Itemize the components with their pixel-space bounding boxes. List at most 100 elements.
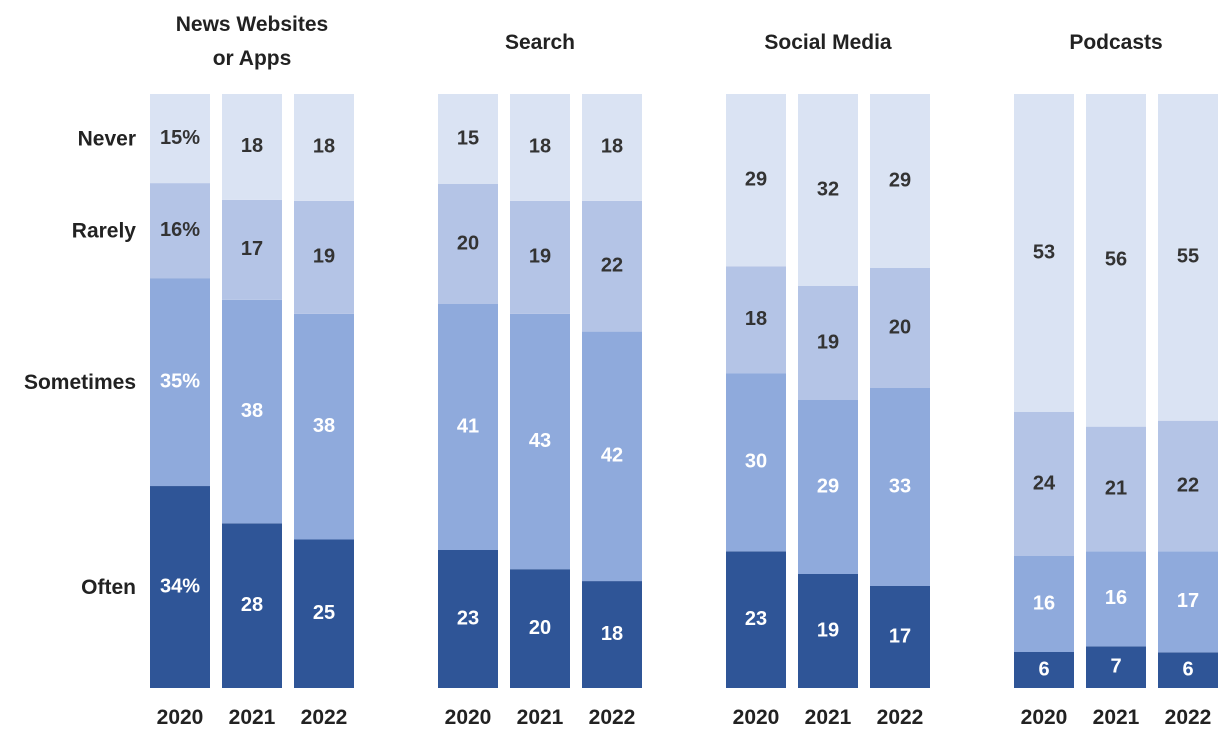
bar-segment-sometimes — [510, 313, 570, 570]
year-tick-label: 2021 — [1093, 706, 1140, 729]
bar-segment-often — [870, 586, 930, 688]
data-label: 15% — [160, 127, 200, 149]
bar-segment-sometimes — [294, 313, 354, 540]
bar-segment-sometimes — [582, 331, 642, 582]
year-tick-label: 2020 — [1021, 706, 1068, 729]
bar-segment-sometimes — [726, 373, 786, 552]
bar-segment-sometimes — [438, 304, 498, 550]
data-label: 25 — [313, 602, 335, 624]
data-label: 23 — [457, 607, 479, 629]
bar-segment-never — [294, 94, 354, 201]
data-label: 29 — [745, 168, 767, 190]
year-tick-label: 2021 — [517, 706, 564, 729]
bar-segment-rarely — [1014, 412, 1074, 556]
bar-segment-rarely — [1158, 420, 1218, 552]
year-tick-label: 2020 — [157, 706, 204, 729]
bar-segment-often — [1086, 646, 1146, 688]
year-tick-label: 2021 — [805, 706, 852, 729]
bar-segment-never — [222, 94, 282, 200]
panel-title: News Websites — [176, 13, 329, 36]
year-tick-label: 2020 — [445, 706, 492, 729]
data-label: 18 — [529, 136, 551, 158]
data-label: 15 — [457, 127, 479, 149]
data-label: 18 — [745, 308, 767, 330]
bar-segment-sometimes — [1014, 556, 1074, 652]
bar-segment-rarely — [582, 200, 642, 332]
data-label: 43 — [529, 430, 551, 452]
data-label: 24 — [1033, 472, 1056, 494]
data-label: 17 — [889, 625, 911, 647]
bar-segment-often — [294, 539, 354, 688]
bar-segment-rarely — [438, 184, 498, 304]
data-label: 41 — [457, 415, 479, 437]
data-label: 55 — [1177, 246, 1199, 268]
category-label-often: Often — [81, 576, 136, 599]
bar-segment-rarely — [798, 286, 858, 400]
data-label: 33 — [889, 475, 911, 497]
bar-segment-never — [726, 94, 786, 267]
bar-segment-sometimes — [870, 388, 930, 586]
data-label: 20 — [457, 232, 479, 254]
data-label: 6 — [1038, 658, 1049, 680]
year-tick-label: 2022 — [301, 706, 348, 729]
panel-title: Social Media — [764, 31, 892, 54]
data-label: 7 — [1110, 655, 1121, 677]
data-label: 18 — [601, 623, 623, 645]
bar-segment-rarely — [1086, 426, 1146, 552]
data-label: 53 — [1033, 241, 1055, 263]
data-label: 42 — [601, 445, 623, 467]
panel-title: or Apps — [213, 47, 292, 70]
data-label: 29 — [817, 475, 839, 497]
data-label: 16 — [1105, 587, 1127, 609]
bar-segment-never — [870, 94, 930, 268]
data-label: 56 — [1105, 249, 1127, 271]
data-label: 19 — [313, 246, 335, 268]
year-tick-label: 2020 — [733, 706, 780, 729]
bar-segment-rarely — [726, 266, 786, 374]
bar-segment-often — [222, 523, 282, 688]
bar-segment-never — [1086, 94, 1146, 427]
category-label-never: Never — [78, 128, 136, 151]
bar-segment-never — [582, 94, 642, 201]
bar-segment-sometimes — [222, 299, 282, 524]
data-label: 17 — [241, 238, 263, 260]
bar-segment-rarely — [510, 200, 570, 314]
category-label-sometimes: Sometimes — [24, 371, 136, 394]
bar-segment-rarely — [870, 268, 930, 388]
bar-segment-often — [1158, 652, 1218, 688]
data-label: 34% — [160, 575, 200, 597]
data-label: 16 — [1033, 592, 1055, 614]
year-tick-label: 2021 — [229, 706, 276, 729]
bar-segment-sometimes — [1086, 551, 1146, 647]
data-label: 19 — [817, 331, 839, 353]
bar-segment-rarely — [294, 200, 354, 314]
data-label: 35% — [160, 370, 200, 392]
bar-segment-sometimes — [1158, 551, 1218, 653]
panel-title: Podcasts — [1069, 31, 1162, 54]
data-label: 29 — [889, 169, 911, 191]
bar-segment-never — [510, 94, 570, 201]
data-label: 28 — [241, 594, 263, 616]
panel-title: Search — [505, 31, 575, 54]
data-label: 20 — [889, 316, 911, 338]
data-label: 21 — [1105, 477, 1127, 499]
category-label-rarely: Rarely — [72, 220, 137, 243]
data-label: 18 — [241, 135, 263, 157]
year-tick-label: 2022 — [1165, 706, 1212, 729]
data-label: 19 — [817, 619, 839, 641]
bar-segment-often — [510, 569, 570, 688]
data-label: 18 — [313, 136, 335, 158]
year-tick-label: 2022 — [589, 706, 636, 729]
data-label: 16% — [160, 219, 200, 241]
data-label: 17 — [1177, 590, 1199, 612]
bar-segment-often — [150, 486, 210, 688]
bar-segment-never — [1014, 94, 1074, 412]
bar-segment-never — [438, 94, 498, 184]
bar-segment-sometimes — [150, 278, 210, 487]
bar-segment-never — [150, 94, 210, 184]
data-label: 6 — [1182, 658, 1193, 680]
bar-segment-often — [726, 551, 786, 688]
data-label: 38 — [241, 400, 263, 422]
data-label: 32 — [817, 178, 839, 200]
data-label: 38 — [313, 415, 335, 437]
